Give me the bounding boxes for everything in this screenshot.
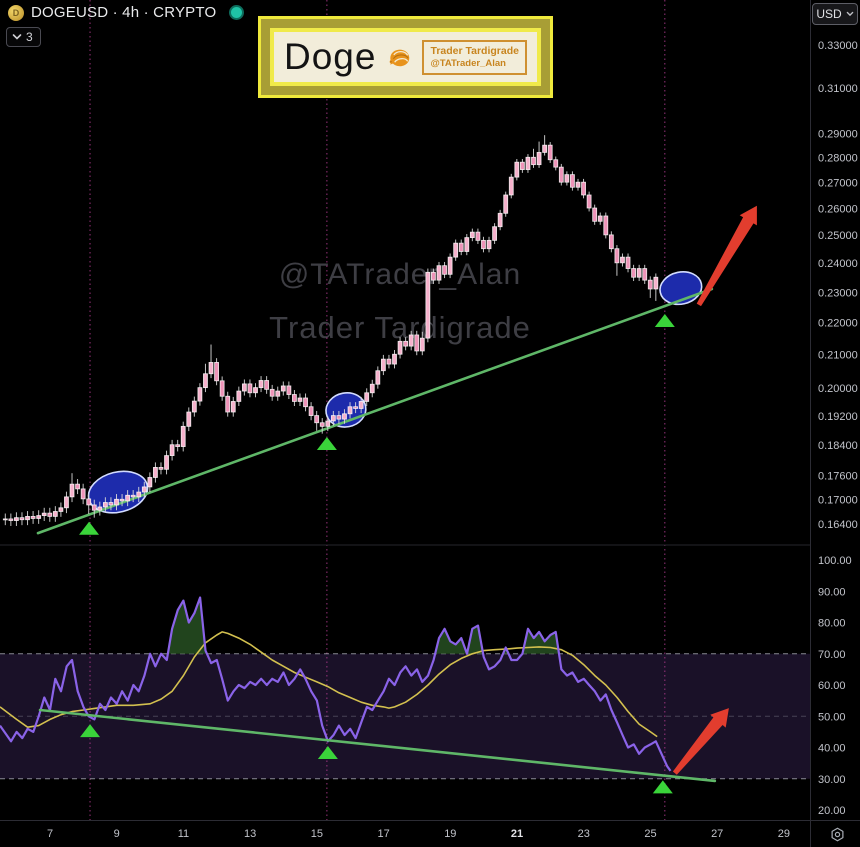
gear-icon [831,827,843,841]
watermark-line1: @TATrader_Alan [279,258,521,291]
rsi-tick-label: 60.00 [818,680,846,692]
price-tick-label: 0.17000 [818,494,858,506]
price-tick-label: 0.24000 [818,258,858,270]
forecast-arrows [672,205,757,775]
rsi-line-layer [0,596,672,772]
brand-handle: @TATrader_Alan [430,57,506,69]
price-tick-label: 0.19200 [818,411,858,423]
price-tick-label: 0.27000 [818,177,858,189]
rsi-ma-layer [0,631,658,738]
rsi-tick-label: 90.00 [818,586,846,598]
rsi-trendline [38,708,717,783]
chevron-down-icon [12,34,22,40]
price-tick-label: 0.28000 [818,153,858,165]
time-tick-label: 7 [47,828,53,840]
banner-title: Doge [284,36,377,77]
rsi-tick-label: 40.00 [818,743,846,755]
indicator-count-box[interactable]: 3 [6,27,41,47]
banner-frame: Doge Trader Tardigrade @TATrader_Alan [261,19,550,95]
rsi-axis[interactable]: 100.00 90.00 80.00 70.00 60.00 50.00 40.00 30.0… [818,555,852,817]
time-tick-label: 9 [114,828,120,840]
tardigrade-logo [390,49,410,67]
price-tick-label: 0.29000 [818,128,858,140]
symbol-title[interactable]: DOGEUSD · 4h · CRYPTO [31,4,217,21]
price-tick-label: 0.16400 [818,519,858,531]
time-tick-label: 29 [778,828,790,840]
price-tick-label: 0.21000 [818,350,858,362]
indicator-count: 3 [26,30,33,44]
rsi-tick-label: 100.00 [818,555,852,567]
rsi-levels [0,653,810,780]
touch-ellipses [87,271,703,514]
rsi-tick-label: 30.00 [818,774,846,786]
time-tick-label: 19 [444,828,456,840]
overbought-fill [167,597,559,654]
banner-content: Doge Trader Tardigrade @TATrader_Alan [274,32,537,82]
time-tick-label: 21 [511,828,523,840]
price-tick-label: 0.26000 [818,203,858,215]
timezone-settings-button[interactable] [826,826,848,842]
banner-frame-inner: Doge Trader Tardigrade @TATrader_Alan [270,28,541,86]
price-tick-label: 0.20000 [818,383,858,395]
rsi-tick-label: 70.00 [818,649,846,661]
rsi-tick-label: 80.00 [818,618,846,630]
time-axis[interactable]: 7 9 11 13 15 17 19 21 23 25 27 29 [47,828,790,840]
candles-layer [2,135,659,526]
time-tick-label: 13 [244,828,256,840]
rsi-tick-label: 50.00 [818,711,846,723]
price-tick-label: 0.17600 [818,471,858,483]
currency-toggle-button[interactable]: USD [812,3,858,25]
price-tick-label: 0.22000 [818,318,858,330]
price-tick-label: 0.18400 [818,440,858,452]
rsi-line [0,596,672,772]
price-axis[interactable]: 0.33000 0.31000 0.29000 0.28000 0.27000 0.260… [818,40,858,531]
touch-triangles [79,314,675,794]
rsi-ma-line [0,631,658,738]
time-tick-label: 27 [711,828,723,840]
currency-label: USD [816,7,842,21]
price-tick-label: 0.31000 [818,83,858,95]
brand-box: Trader Tardigrade @TATrader_Alan [422,39,527,75]
time-tick-label: 11 [178,828,189,840]
symbol-header[interactable]: D DOGEUSD · 4h · CRYPTO [8,4,245,21]
rsi-band [0,653,810,779]
rsi-tick-label: 20.00 [818,805,846,817]
market-status-dot [229,5,245,20]
brand-name: Trader Tardigrade [430,44,519,57]
doge-coin-icon: D [8,4,24,21]
price-tick-label: 0.25000 [818,230,858,242]
main-trendline [36,287,714,535]
time-tick-label: 25 [644,828,656,840]
chevron-down-icon [846,11,853,17]
time-tick-label: 17 [377,828,389,840]
price-tick-label: 0.23000 [818,287,858,299]
brand-banner: Doge Trader Tardigrade @TATrader_Alan [258,16,553,98]
time-tick-label: 23 [578,828,590,840]
price-tick-label: 0.33000 [818,40,858,52]
time-tick-label: 15 [311,828,323,840]
watermark-line2: Trader Tardigrade [269,310,531,345]
